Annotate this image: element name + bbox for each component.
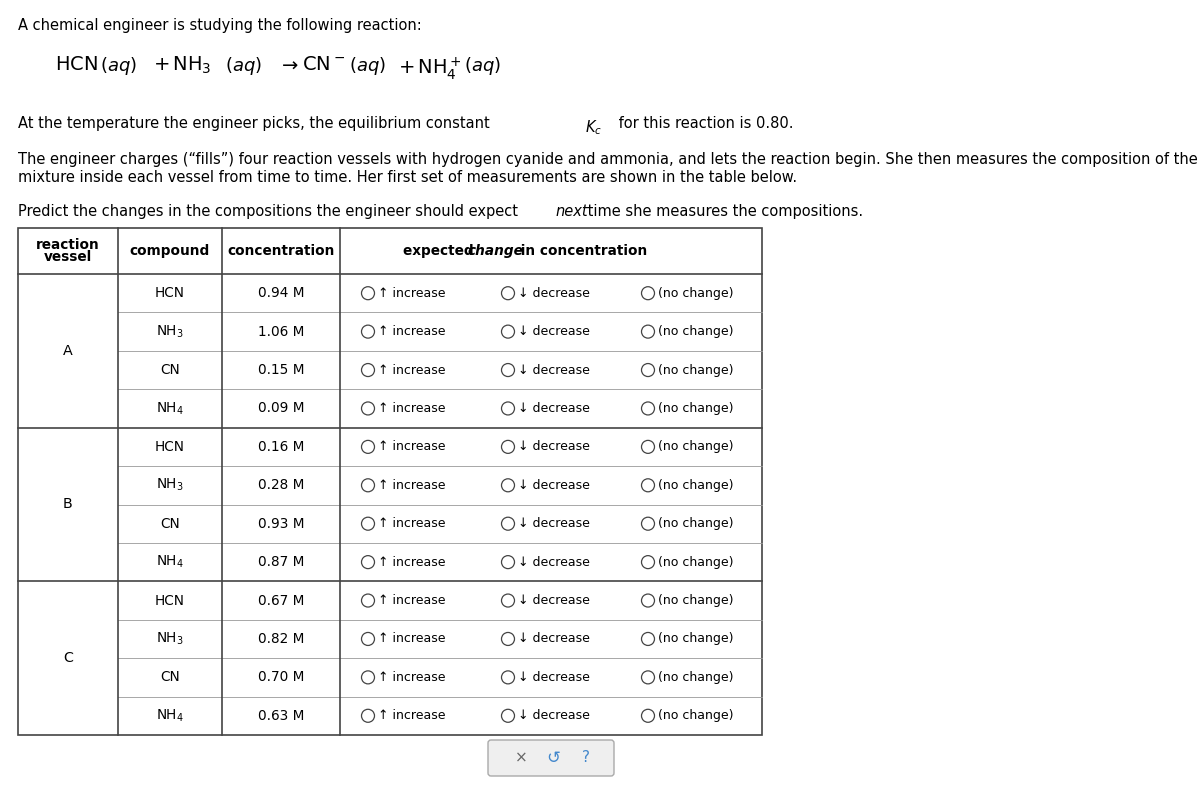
Text: NH$_3$: NH$_3$ xyxy=(156,477,184,494)
Text: ↓ decrease: ↓ decrease xyxy=(518,479,590,491)
Text: 0.94 M: 0.94 M xyxy=(258,287,305,300)
Text: NH$_3$: NH$_3$ xyxy=(156,631,184,647)
Text: ↓ decrease: ↓ decrease xyxy=(518,325,590,338)
Text: (no change): (no change) xyxy=(658,479,733,491)
Text: ↓ decrease: ↓ decrease xyxy=(518,287,590,300)
Text: NH$_4$: NH$_4$ xyxy=(156,554,184,571)
Text: 0.82 M: 0.82 M xyxy=(258,632,304,646)
Text: ×: × xyxy=(515,750,527,765)
Text: 0.67 M: 0.67 M xyxy=(258,593,304,608)
Text: expected: expected xyxy=(403,244,479,258)
Text: (no change): (no change) xyxy=(658,287,733,300)
Text: ↓ decrease: ↓ decrease xyxy=(518,363,590,377)
Text: C: C xyxy=(64,652,73,665)
Text: compound: compound xyxy=(130,244,210,258)
Text: ↑ increase: ↑ increase xyxy=(378,710,445,722)
Text: ↓ decrease: ↓ decrease xyxy=(518,633,590,645)
Text: 0.28 M: 0.28 M xyxy=(258,478,304,492)
Text: ↑ increase: ↑ increase xyxy=(378,479,445,491)
Text: (no change): (no change) xyxy=(658,440,733,454)
Text: $\rightarrow$: $\rightarrow$ xyxy=(278,55,299,74)
Text: $+\,\mathrm{NH_3}$: $+\,\mathrm{NH_3}$ xyxy=(154,55,211,76)
Text: Predict the changes in the compositions the engineer should expect: Predict the changes in the compositions … xyxy=(18,204,523,219)
Text: ↑ increase: ↑ increase xyxy=(378,633,445,645)
Text: ↑ increase: ↑ increase xyxy=(378,556,445,568)
Text: ↑ increase: ↑ increase xyxy=(378,363,445,377)
Text: CN: CN xyxy=(160,363,180,377)
Text: 0.93 M: 0.93 M xyxy=(258,517,305,531)
Text: (no change): (no change) xyxy=(658,402,733,415)
Text: $\mathit{(aq)}$: $\mathit{(aq)}$ xyxy=(464,55,500,77)
Text: reaction: reaction xyxy=(36,238,100,252)
Text: $\mathrm{HCN}$: $\mathrm{HCN}$ xyxy=(55,55,98,74)
Text: (no change): (no change) xyxy=(658,325,733,338)
Text: (no change): (no change) xyxy=(658,710,733,722)
Text: $\mathit{(aq)}$: $\mathit{(aq)}$ xyxy=(100,55,137,77)
Text: ↓ decrease: ↓ decrease xyxy=(518,517,590,530)
Text: ↓ decrease: ↓ decrease xyxy=(518,556,590,568)
Text: next: next xyxy=(554,204,588,219)
Text: in concentration: in concentration xyxy=(516,244,647,258)
Text: time she measures the compositions.: time she measures the compositions. xyxy=(583,204,863,219)
Text: ↓ decrease: ↓ decrease xyxy=(518,671,590,684)
FancyBboxPatch shape xyxy=(488,740,614,776)
Bar xyxy=(18,228,762,735)
Text: ↑ increase: ↑ increase xyxy=(378,594,445,607)
Text: HCN: HCN xyxy=(155,287,185,300)
Text: ↑ increase: ↑ increase xyxy=(378,440,445,454)
Text: 0.63 M: 0.63 M xyxy=(258,709,304,723)
Text: 0.87 M: 0.87 M xyxy=(258,555,304,569)
Text: (no change): (no change) xyxy=(658,671,733,684)
Text: 0.15 M: 0.15 M xyxy=(258,363,305,377)
Text: $\mathit{(aq)}$: $\mathit{(aq)}$ xyxy=(226,55,262,77)
Text: for this reaction is 0.80.: for this reaction is 0.80. xyxy=(614,116,793,131)
Text: A chemical engineer is studying the following reaction:: A chemical engineer is studying the foll… xyxy=(18,18,421,33)
Text: 0.09 M: 0.09 M xyxy=(258,401,305,415)
Text: mixture inside each vessel from time to time. Her first set of measurements are : mixture inside each vessel from time to … xyxy=(18,170,797,185)
Text: ↑ increase: ↑ increase xyxy=(378,287,445,300)
Text: 1.06 M: 1.06 M xyxy=(258,325,304,338)
Text: (no change): (no change) xyxy=(658,517,733,530)
Text: 0.70 M: 0.70 M xyxy=(258,670,304,685)
Text: ↑ increase: ↑ increase xyxy=(378,517,445,530)
Text: (no change): (no change) xyxy=(658,633,733,645)
Text: ↑ increase: ↑ increase xyxy=(378,671,445,684)
Text: (no change): (no change) xyxy=(658,363,733,377)
Text: ↺: ↺ xyxy=(546,749,560,767)
Text: $K_c$: $K_c$ xyxy=(586,118,602,137)
Text: $\mathrm{CN}^-$: $\mathrm{CN}^-$ xyxy=(302,55,346,74)
Text: (no change): (no change) xyxy=(658,556,733,568)
Text: (no change): (no change) xyxy=(658,594,733,607)
Text: NH$_3$: NH$_3$ xyxy=(156,323,184,340)
Text: ?: ? xyxy=(582,750,590,765)
Text: 0.16 M: 0.16 M xyxy=(258,440,304,454)
Text: B: B xyxy=(64,498,73,512)
Text: At the temperature the engineer picks, the equilibrium constant: At the temperature the engineer picks, t… xyxy=(18,116,494,131)
Text: concentration: concentration xyxy=(227,244,335,258)
Text: vessel: vessel xyxy=(44,250,92,264)
Text: The engineer charges (“fills”) four reaction vessels with hydrogen cyanide and a: The engineer charges (“fills”) four reac… xyxy=(18,152,1198,167)
Text: ↓ decrease: ↓ decrease xyxy=(518,594,590,607)
Text: ↓ decrease: ↓ decrease xyxy=(518,710,590,722)
Text: ↓ decrease: ↓ decrease xyxy=(518,440,590,454)
Text: ↑ increase: ↑ increase xyxy=(378,325,445,338)
Text: A: A xyxy=(64,344,73,358)
Text: $\mathit{(aq)}$: $\mathit{(aq)}$ xyxy=(349,55,386,77)
Text: HCN: HCN xyxy=(155,440,185,454)
Text: change: change xyxy=(468,244,524,258)
Text: NH$_4$: NH$_4$ xyxy=(156,707,184,724)
Text: ↓ decrease: ↓ decrease xyxy=(518,402,590,415)
Text: HCN: HCN xyxy=(155,593,185,608)
Text: $+\,\mathrm{NH_4^+}$: $+\,\mathrm{NH_4^+}$ xyxy=(398,55,462,82)
Text: ↑ increase: ↑ increase xyxy=(378,402,445,415)
Text: CN: CN xyxy=(160,670,180,685)
Text: NH$_4$: NH$_4$ xyxy=(156,400,184,417)
Text: CN: CN xyxy=(160,517,180,531)
